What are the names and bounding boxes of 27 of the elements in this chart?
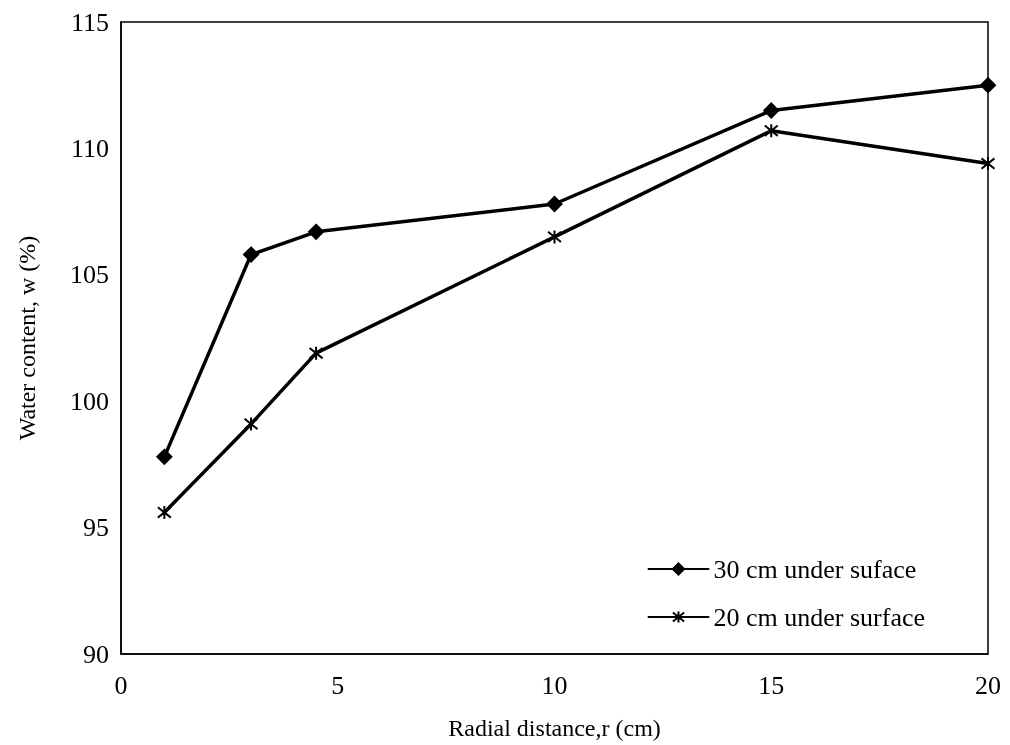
legend-label: 30 cm under suface xyxy=(713,554,917,584)
legend-label: 20 cm under surface xyxy=(713,602,926,632)
y-axis-title: Water content, w (%) xyxy=(14,235,40,441)
point xyxy=(243,416,259,432)
x-tick-label: 10 xyxy=(541,670,568,700)
point xyxy=(546,196,563,213)
point xyxy=(547,229,562,245)
point xyxy=(308,345,324,361)
point xyxy=(980,77,996,94)
y-tick-label: 95 xyxy=(83,513,109,543)
x-tick-label: 0 xyxy=(114,670,128,700)
y-tick-label: 105 xyxy=(70,260,109,290)
point xyxy=(243,246,260,263)
y-tick-label: 110 xyxy=(70,133,109,163)
point xyxy=(980,156,996,172)
y-tick-label: 100 xyxy=(70,386,109,416)
y-tick-label: 115 xyxy=(70,7,109,37)
point xyxy=(156,504,172,520)
point xyxy=(763,102,780,119)
x-tick-label: 20 xyxy=(975,670,1001,700)
x-tick-label: 5 xyxy=(331,670,345,700)
point xyxy=(156,448,173,465)
x-axis-title: Radial distance,r (cm) xyxy=(448,715,661,741)
point xyxy=(763,123,779,139)
y-tick-label: 90 xyxy=(83,639,109,669)
x-tick-label: 15 xyxy=(758,670,785,700)
point xyxy=(308,223,325,240)
